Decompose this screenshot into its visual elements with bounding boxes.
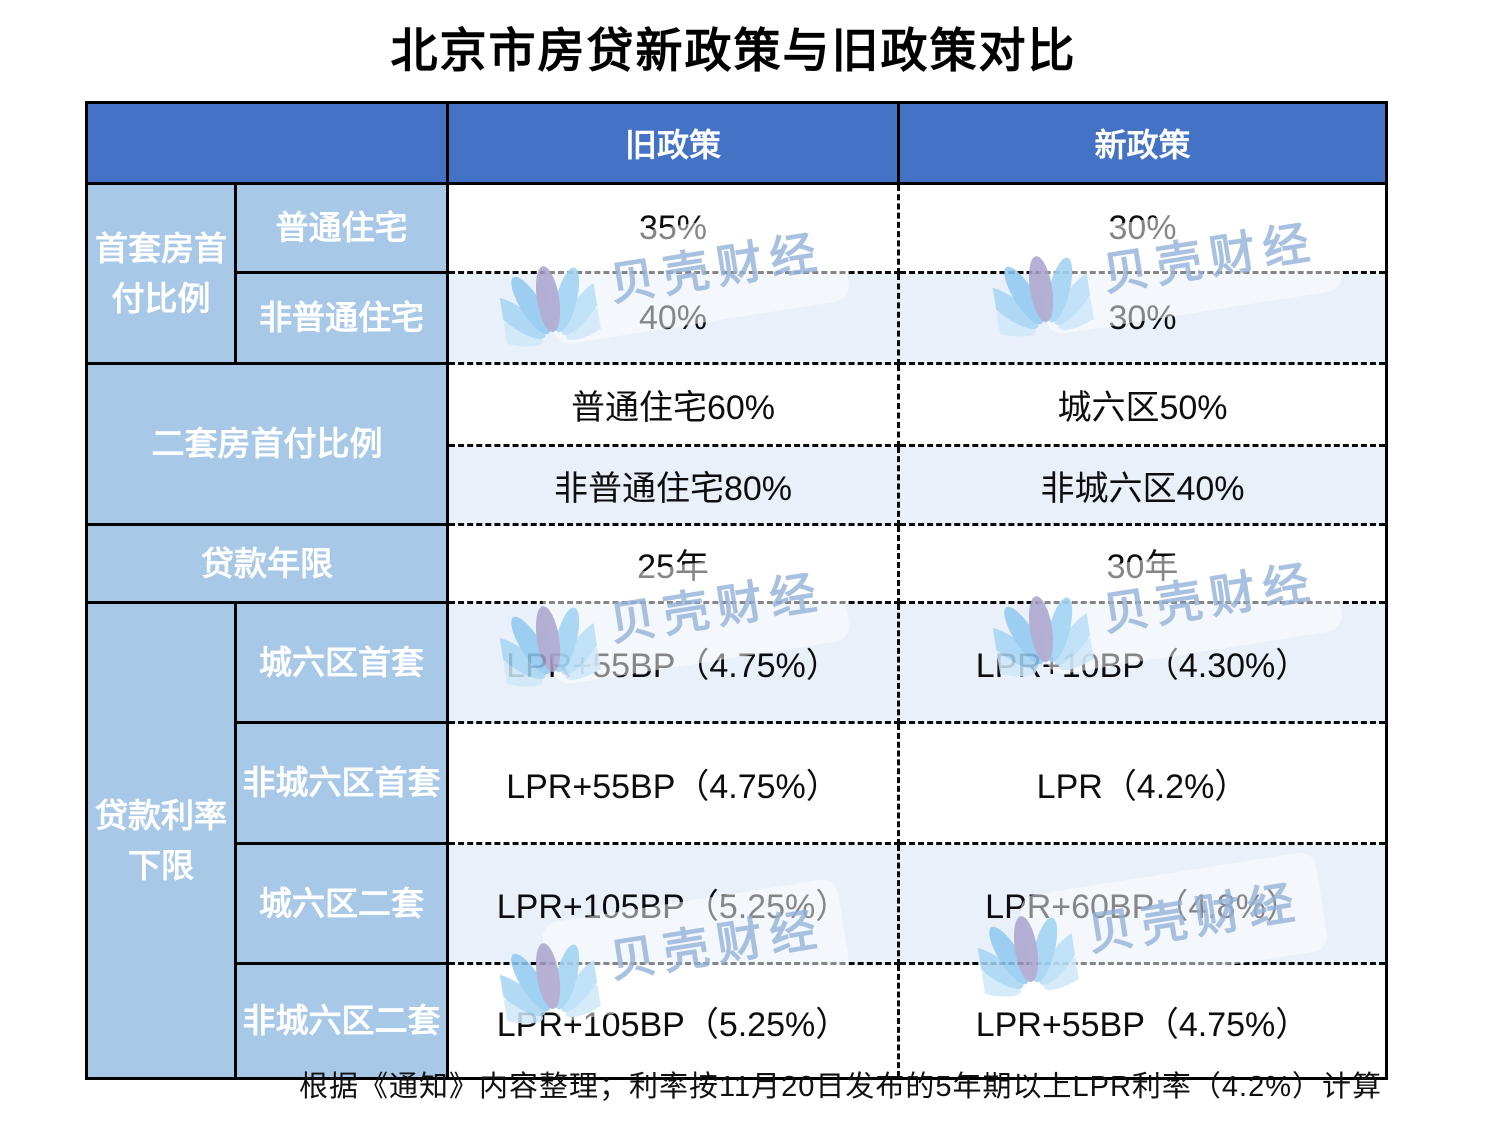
group-first-home-downpayment: 首套房首付比例 <box>88 185 237 365</box>
sub-non-ordinary-housing: 非普通住宅 <box>237 274 449 365</box>
page-title: 北京市房贷新政策与旧政策对比 <box>390 24 1077 77</box>
header-old-policy: 旧政策 <box>449 104 900 185</box>
cell-old-policy: 35% <box>449 185 900 274</box>
cell-new-policy: LPR+55BP（4.75%） <box>900 965 1385 1077</box>
cell-new-policy: 30% <box>900 185 1385 274</box>
sub-noncity6-first: 非城六区首套 <box>237 724 449 845</box>
cell-new-policy: LPR+10BP（4.30%） <box>900 604 1385 724</box>
cell-old-policy: LPR+55BP（4.75%） <box>449 604 900 724</box>
cell-old-policy: LPR+105BP（5.25%） <box>449 965 900 1077</box>
footnote: 根据《通知》内容整理；利率按11月20日发布的5年期以上LPR利率（4.2%）计… <box>298 1071 1382 1103</box>
header-new-policy: 新政策 <box>900 104 1385 185</box>
cell-new-policy: LPR（4.2%） <box>900 724 1385 845</box>
group-loan-term: 贷款年限 <box>88 526 449 604</box>
cell-old-policy: 40% <box>449 274 900 365</box>
cell-new-policy: 非城六区40% <box>900 447 1385 526</box>
policy-comparison-table: 旧政策 新政策 首套房首付比例 普通住宅 35% 30% 非普通住宅 40% 3… <box>85 101 1388 1080</box>
cell-old-policy: 非普通住宅80% <box>449 447 900 526</box>
group-loan-rate-floor: 贷款利率下限 <box>88 604 237 1077</box>
cell-new-policy: 30% <box>900 274 1385 365</box>
cell-old-policy: 25年 <box>449 526 900 604</box>
group-second-home-downpayment: 二套房首付比例 <box>88 365 449 526</box>
cell-new-policy: 30年 <box>900 526 1385 604</box>
cell-new-policy: 城六区50% <box>900 365 1385 447</box>
cell-old-policy: LPR+105BP（5.25%） <box>449 845 900 965</box>
cell-old-policy: LPR+55BP（4.75%） <box>449 724 900 845</box>
cell-old-policy: 普通住宅60% <box>449 365 900 447</box>
sub-city6-first: 城六区首套 <box>237 604 449 724</box>
sub-noncity6-second: 非城六区二套 <box>237 965 449 1077</box>
sub-city6-second: 城六区二套 <box>237 845 449 965</box>
sub-ordinary-housing: 普通住宅 <box>237 185 449 274</box>
header-blank-cell <box>88 104 449 185</box>
cell-new-policy: LPR+60BP（4.8%） <box>900 845 1385 965</box>
